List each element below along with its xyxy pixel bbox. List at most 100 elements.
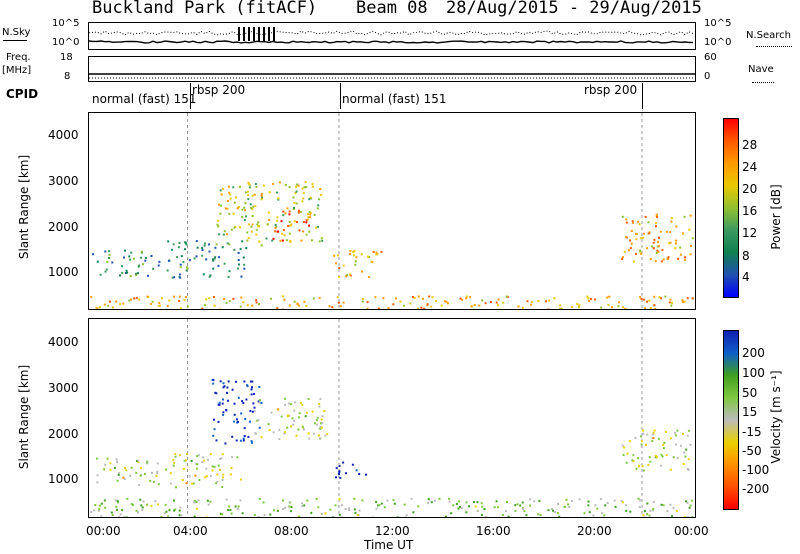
heatmap-cell [150, 255, 153, 257]
heatmap-cell [182, 467, 185, 470]
heatmap-cell [196, 463, 199, 466]
heatmap-cell [538, 499, 541, 502]
heatmap-cell [177, 246, 180, 249]
heatmap-cell [217, 225, 220, 228]
heatmap-cell [657, 437, 660, 440]
heatmap-cell [641, 236, 644, 239]
heatmap-cell [218, 468, 221, 471]
heatmap-cell [226, 200, 229, 202]
heatmap-cell [662, 504, 665, 507]
heatmap-cell [378, 504, 381, 507]
heatmap-cell [176, 256, 179, 259]
heatmap-cell [611, 306, 613, 309]
heatmap-cell [305, 221, 308, 224]
velocity-ylabel-wrap: Slant Range [km] [14, 340, 34, 500]
heatmap-cell [123, 256, 125, 259]
heatmap-cell [115, 458, 118, 461]
heatmap-cell [223, 298, 226, 300]
heatmap-cell [174, 455, 177, 458]
heatmap-cell [599, 498, 602, 500]
heatmap-cell [667, 256, 670, 259]
heatmap-cell [684, 258, 687, 261]
heatmap-cell [247, 198, 250, 201]
heatmap-cell [260, 244, 263, 247]
heatmap-cell [660, 260, 663, 263]
heatmap-cell [640, 252, 643, 255]
heatmap-cell [166, 269, 169, 272]
heatmap-cell [625, 236, 627, 239]
heatmap-cell [174, 453, 177, 456]
heatmap-cell [654, 307, 657, 310]
heatmap-cell [684, 455, 687, 458]
heatmap-cell [375, 251, 378, 254]
heatmap-cell [587, 297, 590, 300]
heatmap-cell [331, 516, 334, 519]
heatmap-cell [209, 453, 212, 456]
heatmap-cell [203, 242, 206, 245]
heatmap-cell [106, 261, 109, 263]
heatmap-cell [260, 436, 263, 439]
heatmap-cell [277, 197, 280, 200]
heatmap-cell [118, 472, 121, 475]
heatmap-cell [625, 461, 628, 464]
heatmap-cell [232, 212, 235, 215]
heatmap-cell [208, 297, 211, 300]
cpid-segment-4: rbsp 200 [584, 83, 638, 97]
heatmap-cell [465, 511, 468, 514]
heatmap-cell [642, 469, 645, 472]
heatmap-cell [306, 499, 309, 502]
heatmap-cell [593, 298, 596, 301]
xtick-2000: 20:00 [577, 524, 612, 538]
heatmap-cell [139, 474, 142, 477]
heatmap-cell [338, 473, 340, 475]
heatmap-cell [646, 502, 649, 505]
heatmap-cell [243, 263, 246, 266]
heatmap-cell [344, 508, 347, 510]
heatmap-cell [104, 250, 107, 253]
heatmap-cell [613, 499, 616, 502]
heatmap-cell [231, 388, 234, 391]
heatmap-cell [307, 397, 310, 400]
heatmap-cell [247, 435, 250, 438]
heatmap-cell [669, 468, 672, 471]
heatmap-cell [445, 300, 448, 303]
heatmap-cell [421, 297, 424, 300]
heatmap-cell [219, 380, 222, 383]
heatmap-cell [194, 499, 197, 502]
heatmap-cell [220, 457, 223, 460]
heatmap-cell [208, 250, 211, 253]
heatmap-cell [232, 297, 235, 300]
heatmap-cell [656, 249, 659, 252]
freq-unit-label: [MHz] [2, 65, 32, 76]
heatmap-cell [230, 228, 233, 231]
heatmap-cell [686, 434, 689, 437]
heatmap-cell [523, 510, 526, 513]
heatmap-cell [624, 307, 627, 310]
heatmap-cell [403, 304, 406, 307]
heatmap-cell [258, 497, 261, 500]
heatmap-cell [98, 306, 101, 309]
heatmap-cell [225, 409, 228, 412]
heatmap-cell [648, 231, 651, 234]
heatmap-cell [674, 242, 677, 245]
heatmap-cell [173, 461, 175, 464]
heatmap-cell [251, 223, 254, 226]
heatmap-cell [318, 403, 321, 405]
heatmap-cell [179, 276, 182, 279]
heatmap-cell [448, 500, 451, 503]
velocity-ytick-3000: 3000 [48, 381, 79, 395]
heatmap-cell [282, 499, 284, 502]
heatmap-cell [283, 298, 286, 301]
xtick-1600: 16:00 [476, 524, 511, 538]
heatmap-cell [576, 302, 579, 305]
heatmap-cell [553, 297, 556, 300]
heatmap-cell [203, 244, 206, 247]
heatmap-cell [473, 501, 476, 503]
heatmap-cell [295, 185, 298, 188]
heatmap-cell [634, 252, 637, 255]
nave-legend-line [752, 82, 774, 83]
heatmap-cell [239, 305, 242, 308]
heatmap-cell [284, 431, 286, 434]
heatmap-cell [410, 497, 413, 500]
velocity-cbar-tick-m100: -100 [742, 463, 770, 477]
